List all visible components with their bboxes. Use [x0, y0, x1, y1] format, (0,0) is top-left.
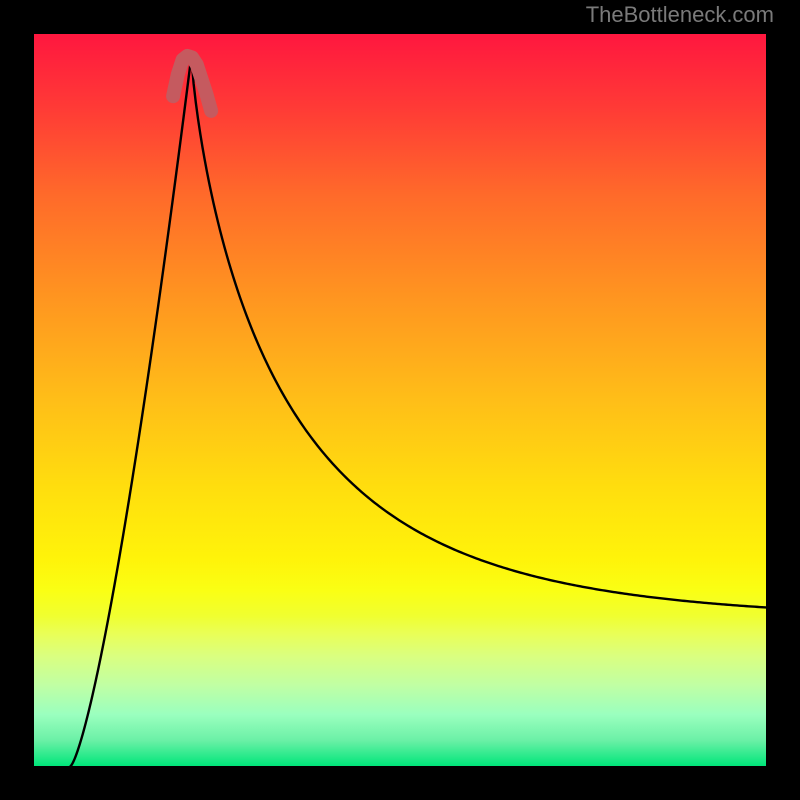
- bottleneck-curve: [71, 56, 766, 766]
- border-left: [0, 0, 34, 800]
- watermark-text: TheBottleneck.com: [586, 2, 774, 28]
- border-bottom: [0, 766, 800, 800]
- trough-marker: [173, 56, 211, 111]
- plot-area: [34, 34, 766, 766]
- border-right: [766, 0, 800, 800]
- chart-svg: [34, 34, 766, 766]
